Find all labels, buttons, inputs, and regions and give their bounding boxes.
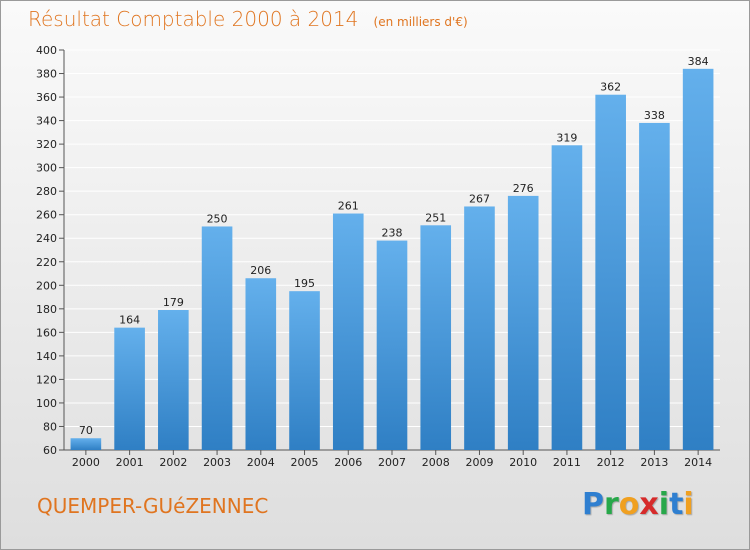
- x-tick-label: 2010: [509, 456, 537, 469]
- y-tick-label: 240: [36, 232, 57, 245]
- bar-value-label: 251: [425, 211, 446, 224]
- y-tick-label: 320: [36, 138, 57, 151]
- proxiti-logo: Proxiti: [582, 487, 694, 522]
- x-tick-label: 2007: [378, 456, 406, 469]
- x-tick-label: 2011: [553, 456, 581, 469]
- y-tick-label: 400: [36, 44, 57, 57]
- town-name: QUEMPER-GUéZENNEC: [37, 494, 269, 518]
- bar-value-label: 206: [250, 264, 271, 277]
- bar-value-label: 338: [644, 109, 665, 122]
- y-tick-label: 280: [36, 185, 57, 198]
- chart-title: Résultat Comptable 2000 à 2014 (en milli…: [28, 7, 468, 31]
- bar-value-label: 276: [513, 182, 534, 195]
- bar-value-label: 319: [556, 131, 577, 144]
- bar: [114, 327, 145, 450]
- x-tick-label: 2012: [597, 456, 625, 469]
- x-tick-label: 2004: [247, 456, 275, 469]
- y-tick-label: 180: [36, 303, 57, 316]
- y-tick-label: 360: [36, 91, 57, 104]
- y-tick-label: 120: [36, 373, 57, 386]
- y-tick-label: 340: [36, 115, 57, 128]
- bar: [332, 213, 364, 450]
- bar-value-label: 384: [688, 55, 709, 68]
- bar-value-label: 362: [600, 81, 621, 94]
- bar-value-label: 250: [207, 212, 228, 225]
- bar-value-label: 195: [294, 277, 315, 290]
- bar: [464, 206, 495, 450]
- chart-title-text: Résultat Comptable 2000 à 2014: [28, 7, 359, 31]
- bar: [289, 291, 320, 450]
- x-tick-label: 2002: [159, 456, 187, 469]
- bar: [245, 278, 277, 450]
- bar: [639, 122, 670, 451]
- bar: [507, 195, 539, 450]
- bar: [158, 310, 189, 450]
- y-tick-label: 260: [36, 209, 57, 222]
- bar-value-label: 238: [382, 227, 403, 240]
- bar: [551, 145, 583, 450]
- x-tick-label: 2001: [116, 456, 144, 469]
- x-tick-label: 2003: [203, 456, 231, 469]
- y-tick-label: 60: [43, 444, 57, 457]
- bar: [70, 438, 102, 450]
- y-tick-label: 80: [43, 420, 57, 433]
- bar-value-label: 70: [79, 424, 93, 437]
- y-tick-label: 100: [36, 397, 57, 410]
- x-tick-label: 2013: [640, 456, 668, 469]
- bar-value-label: 261: [338, 200, 359, 213]
- bar: [595, 94, 626, 451]
- y-tick-label: 200: [36, 279, 57, 292]
- bar: [201, 226, 233, 450]
- y-tick-label: 160: [36, 326, 57, 339]
- y-tick-label: 220: [36, 256, 57, 269]
- bar: [420, 225, 452, 450]
- x-tick-label: 2014: [684, 456, 712, 469]
- bar-value-label: 267: [469, 192, 490, 205]
- x-tick-label: 2009: [465, 456, 493, 469]
- bar-value-label: 179: [163, 296, 184, 309]
- x-tick-label: 2000: [72, 456, 100, 469]
- x-tick-label: 2008: [422, 456, 450, 469]
- y-tick-label: 300: [36, 162, 57, 175]
- y-tick-label: 380: [36, 68, 57, 81]
- bar: [376, 240, 408, 450]
- y-tick-label: 140: [36, 350, 57, 363]
- bar-value-label: 164: [119, 314, 140, 327]
- chart-unit-text: (en milliers d'€): [373, 15, 468, 29]
- x-tick-label: 2005: [291, 456, 319, 469]
- x-tick-label: 2006: [334, 456, 362, 469]
- bar: [682, 68, 714, 450]
